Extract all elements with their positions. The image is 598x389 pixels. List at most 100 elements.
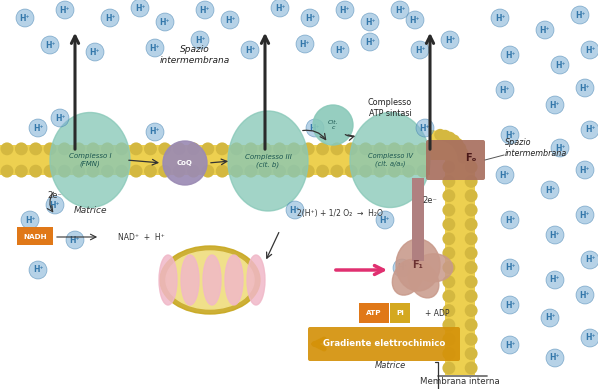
Text: H⁺: H⁺ bbox=[505, 300, 515, 310]
Circle shape bbox=[202, 165, 214, 178]
Circle shape bbox=[359, 142, 372, 155]
Circle shape bbox=[156, 13, 174, 31]
Circle shape bbox=[316, 142, 329, 155]
Text: Spazio
intermembrana: Spazio intermembrana bbox=[505, 138, 568, 158]
Circle shape bbox=[406, 11, 424, 29]
Circle shape bbox=[496, 166, 514, 184]
Circle shape bbox=[501, 211, 519, 229]
Circle shape bbox=[86, 43, 104, 61]
Circle shape bbox=[448, 135, 460, 146]
Circle shape bbox=[388, 165, 401, 178]
Text: H⁺: H⁺ bbox=[550, 100, 560, 109]
Circle shape bbox=[465, 203, 478, 217]
Circle shape bbox=[551, 139, 569, 157]
Circle shape bbox=[443, 218, 455, 231]
Circle shape bbox=[501, 126, 519, 144]
Circle shape bbox=[581, 251, 598, 269]
Text: H⁺: H⁺ bbox=[396, 263, 407, 273]
Text: H⁺: H⁺ bbox=[550, 354, 560, 363]
Circle shape bbox=[402, 142, 415, 155]
Circle shape bbox=[576, 286, 594, 304]
Circle shape bbox=[216, 142, 228, 155]
Text: H⁺: H⁺ bbox=[135, 4, 145, 12]
Wedge shape bbox=[430, 130, 460, 160]
Circle shape bbox=[361, 13, 379, 31]
Circle shape bbox=[336, 1, 354, 19]
Circle shape bbox=[131, 0, 149, 17]
Text: H⁺: H⁺ bbox=[585, 256, 595, 265]
Text: H⁺: H⁺ bbox=[505, 263, 515, 273]
Text: 2(H⁺) + 1/2 O₂  →  H₂O: 2(H⁺) + 1/2 O₂ → H₂O bbox=[297, 209, 383, 217]
Text: H⁺: H⁺ bbox=[160, 18, 170, 26]
Circle shape bbox=[56, 1, 74, 19]
Circle shape bbox=[443, 175, 455, 188]
Ellipse shape bbox=[247, 255, 265, 305]
Circle shape bbox=[302, 142, 315, 155]
Circle shape bbox=[58, 165, 71, 178]
Text: NADH: NADH bbox=[23, 234, 47, 240]
Circle shape bbox=[286, 201, 304, 219]
Text: H⁺: H⁺ bbox=[290, 205, 300, 214]
Circle shape bbox=[331, 41, 349, 59]
Text: H⁺: H⁺ bbox=[340, 5, 350, 14]
Text: H⁺: H⁺ bbox=[585, 126, 595, 135]
Text: Gradiente elettrochimico: Gradiente elettrochimico bbox=[323, 340, 445, 349]
Text: H⁺: H⁺ bbox=[105, 14, 115, 23]
Text: H⁺: H⁺ bbox=[550, 275, 560, 284]
Text: H⁺: H⁺ bbox=[505, 340, 515, 349]
Circle shape bbox=[576, 161, 594, 179]
Ellipse shape bbox=[350, 112, 430, 207]
Circle shape bbox=[451, 138, 463, 150]
Circle shape bbox=[271, 0, 289, 17]
Text: NAD⁺  +  H⁺: NAD⁺ + H⁺ bbox=[118, 233, 165, 242]
Text: H⁺: H⁺ bbox=[274, 4, 285, 12]
Circle shape bbox=[296, 35, 314, 53]
Text: Matrice: Matrice bbox=[73, 205, 107, 214]
Circle shape bbox=[465, 247, 478, 259]
Text: H⁺: H⁺ bbox=[505, 130, 515, 140]
Circle shape bbox=[115, 165, 128, 178]
Text: H⁺: H⁺ bbox=[365, 18, 376, 26]
Circle shape bbox=[416, 119, 434, 137]
Circle shape bbox=[245, 142, 257, 155]
Circle shape bbox=[288, 142, 300, 155]
Circle shape bbox=[491, 9, 509, 27]
Circle shape bbox=[316, 165, 329, 178]
Ellipse shape bbox=[166, 251, 254, 309]
Text: H⁺: H⁺ bbox=[585, 46, 595, 54]
Text: H⁺: H⁺ bbox=[305, 14, 315, 23]
Circle shape bbox=[465, 361, 478, 375]
Ellipse shape bbox=[50, 112, 130, 207]
Text: H⁺: H⁺ bbox=[90, 47, 100, 56]
Circle shape bbox=[87, 142, 99, 155]
Text: Complesso III
(cit. b): Complesso III (cit. b) bbox=[245, 154, 291, 168]
Circle shape bbox=[15, 165, 28, 178]
Text: H⁺: H⁺ bbox=[505, 51, 515, 60]
Circle shape bbox=[581, 329, 598, 347]
Text: H⁺: H⁺ bbox=[365, 37, 376, 47]
Circle shape bbox=[58, 142, 71, 155]
Circle shape bbox=[288, 165, 300, 178]
Circle shape bbox=[130, 165, 142, 178]
Ellipse shape bbox=[203, 255, 221, 305]
Circle shape bbox=[101, 9, 119, 27]
Circle shape bbox=[443, 304, 455, 317]
Circle shape bbox=[541, 181, 559, 199]
Text: H⁺: H⁺ bbox=[50, 200, 60, 210]
Circle shape bbox=[301, 9, 319, 27]
Circle shape bbox=[465, 232, 478, 245]
Circle shape bbox=[465, 290, 478, 303]
Circle shape bbox=[443, 361, 455, 375]
Circle shape bbox=[443, 232, 455, 245]
Circle shape bbox=[144, 142, 157, 155]
Circle shape bbox=[345, 165, 358, 178]
Circle shape bbox=[581, 121, 598, 139]
Circle shape bbox=[443, 290, 455, 303]
Circle shape bbox=[571, 6, 589, 24]
Circle shape bbox=[576, 206, 594, 224]
Circle shape bbox=[546, 271, 564, 289]
Ellipse shape bbox=[415, 254, 453, 282]
Circle shape bbox=[388, 142, 401, 155]
Circle shape bbox=[465, 347, 478, 360]
Text: ATP: ATP bbox=[366, 310, 382, 316]
